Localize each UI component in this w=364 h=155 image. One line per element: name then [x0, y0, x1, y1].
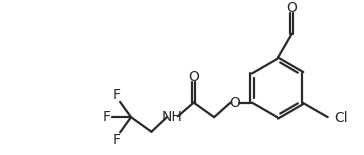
Text: NH: NH [162, 110, 183, 124]
Text: F: F [112, 88, 120, 102]
Text: O: O [286, 1, 297, 15]
Text: Cl: Cl [335, 111, 348, 125]
Text: O: O [229, 96, 240, 110]
Text: O: O [188, 70, 199, 84]
Text: F: F [112, 133, 120, 147]
Text: F: F [103, 110, 111, 124]
